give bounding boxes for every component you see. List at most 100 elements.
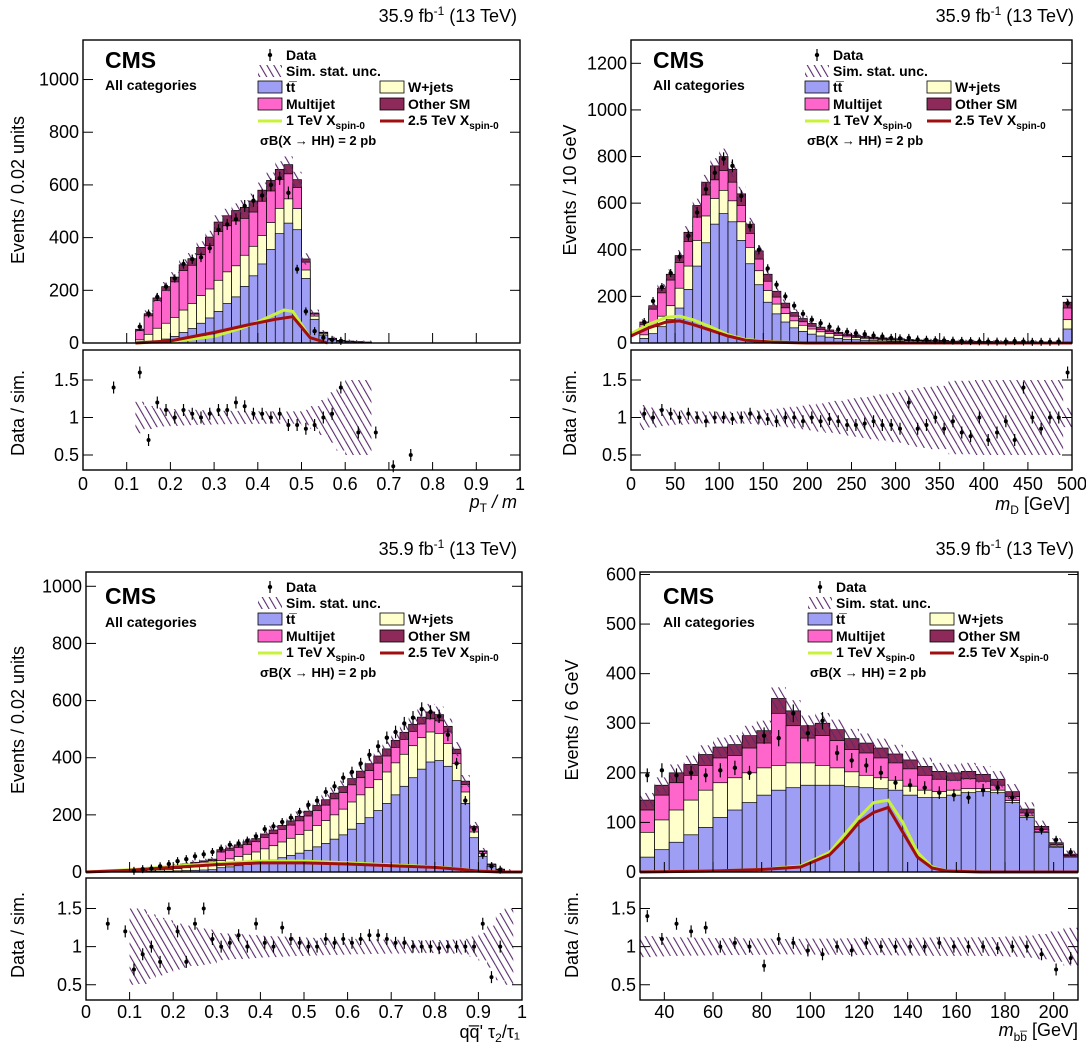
data-point <box>181 261 186 267</box>
data-point <box>146 311 151 316</box>
unc-band <box>932 762 947 780</box>
data-point <box>730 163 735 169</box>
ratio-frame <box>82 349 521 471</box>
ratio-point <box>792 415 797 420</box>
data-point <box>995 785 1000 790</box>
ratio-unc-band <box>284 411 293 424</box>
data-point <box>818 320 823 326</box>
legend-sig1-sub: spin-0 <box>886 653 916 664</box>
lumi-label: 35.9 fb-1 (13 TeV) <box>379 4 517 26</box>
ratio-unc-band <box>886 392 896 443</box>
legend-swatch <box>807 612 833 626</box>
x-axis-label: pT / m <box>469 492 517 515</box>
unc-band <box>452 742 461 757</box>
ttbar-bar <box>205 317 215 344</box>
ratio-unc-band <box>356 939 366 955</box>
ratio-point <box>419 944 424 949</box>
data-point <box>184 856 189 862</box>
ratio-frame <box>630 349 1073 471</box>
ratio-point <box>411 944 415 949</box>
data-point <box>245 838 250 843</box>
data-point <box>732 765 738 771</box>
y-tick-label: 1000 <box>42 576 82 596</box>
x-tick-label: 350 <box>925 474 955 494</box>
data-point <box>1024 812 1030 818</box>
ratio-point <box>146 438 151 442</box>
unc-band <box>961 762 976 780</box>
ttbar-bar <box>1019 817 1035 873</box>
unc-band <box>648 302 658 310</box>
y-tick-label: 400 <box>597 240 627 260</box>
ratio-point <box>1010 944 1015 949</box>
ratio-point <box>376 933 381 938</box>
ratio-unc-band <box>286 936 296 957</box>
ttbar-bar <box>718 213 729 344</box>
unc-band <box>362 340 372 343</box>
unc-band <box>902 750 918 769</box>
ratio-point <box>915 426 920 431</box>
unc-band <box>640 792 655 808</box>
ratio-point <box>277 411 282 416</box>
ratio-point <box>791 940 796 945</box>
y-tick-label: 200 <box>49 280 79 300</box>
data-point <box>288 815 294 820</box>
data-point <box>712 170 717 176</box>
ratio-point <box>338 385 343 390</box>
ratio-point <box>889 423 894 427</box>
legend-sig1-sub: spin-0 <box>336 653 366 664</box>
data-point <box>907 783 913 788</box>
legend-simunc-label: Sim. stat. unc. <box>286 63 381 79</box>
y-axis-label: Events / 6 GeV <box>562 659 582 780</box>
ratio-point <box>105 921 110 926</box>
x-tick-label: 0.7 <box>376 474 401 494</box>
main-plot: 0 200 400 600 800 1000 <box>42 571 523 882</box>
unc-band <box>382 741 392 756</box>
ratio-point <box>216 408 221 412</box>
data-point <box>155 294 160 300</box>
ratio-unc-band <box>983 380 993 455</box>
ratio-point <box>951 944 956 949</box>
data-point <box>950 338 956 343</box>
data-point <box>756 247 762 252</box>
ratio-point <box>827 417 832 421</box>
ratio-point <box>158 959 163 964</box>
unc-band <box>654 777 670 794</box>
legend-swatch <box>804 80 830 94</box>
legend-sig2-sub: spin-0 <box>469 653 499 664</box>
ttbar-bar <box>312 846 322 873</box>
data-point <box>1010 795 1015 800</box>
ratio-point <box>172 415 177 420</box>
ratio-unc-band <box>957 380 967 455</box>
x-tick-label: 400 <box>969 474 999 494</box>
ttbar-bar <box>990 792 1006 873</box>
y-tick-label: 100 <box>606 812 636 832</box>
ratio-y-tick-label: 1 <box>72 937 82 957</box>
unc-band <box>873 738 889 758</box>
ratio-point <box>164 408 169 412</box>
ratio-point <box>783 415 788 420</box>
data-point <box>268 182 274 188</box>
legend-swatch <box>379 97 405 111</box>
ratio-plot: 0 0.1 0.2 0.3 0.4 0.5 0.6 0.7 0.8 0.9 1 0.5 1 1.5 <box>57 877 527 1022</box>
data-point <box>924 337 929 342</box>
ratio-unc-band <box>155 917 165 976</box>
ratio-point <box>686 411 691 416</box>
legend-swatch <box>808 597 832 609</box>
data-point <box>349 769 355 775</box>
ratio-point <box>898 426 903 431</box>
panel-mbb: 35.9 fb-1 (13 TeV) 0 100 200 300 400 500 600 4… <box>562 537 1079 1044</box>
legend-multijet-label: Multijet <box>286 628 335 644</box>
ratio-point <box>288 937 293 941</box>
ratio-point <box>906 400 911 405</box>
x-tick-label: 1 <box>517 1002 527 1022</box>
ratio-point <box>233 400 238 405</box>
legend-swatch <box>257 80 283 94</box>
ratio-point <box>1068 956 1073 961</box>
y-tick-label: 800 <box>597 147 627 167</box>
ratio-point <box>995 946 1000 951</box>
unc-band <box>260 830 270 838</box>
lumi-label: 35.9 fb-1 (13 TeV) <box>379 537 517 559</box>
legend-swatch <box>805 65 829 77</box>
ttbar-bar <box>1063 856 1079 873</box>
ttbar-bar <box>443 765 453 873</box>
